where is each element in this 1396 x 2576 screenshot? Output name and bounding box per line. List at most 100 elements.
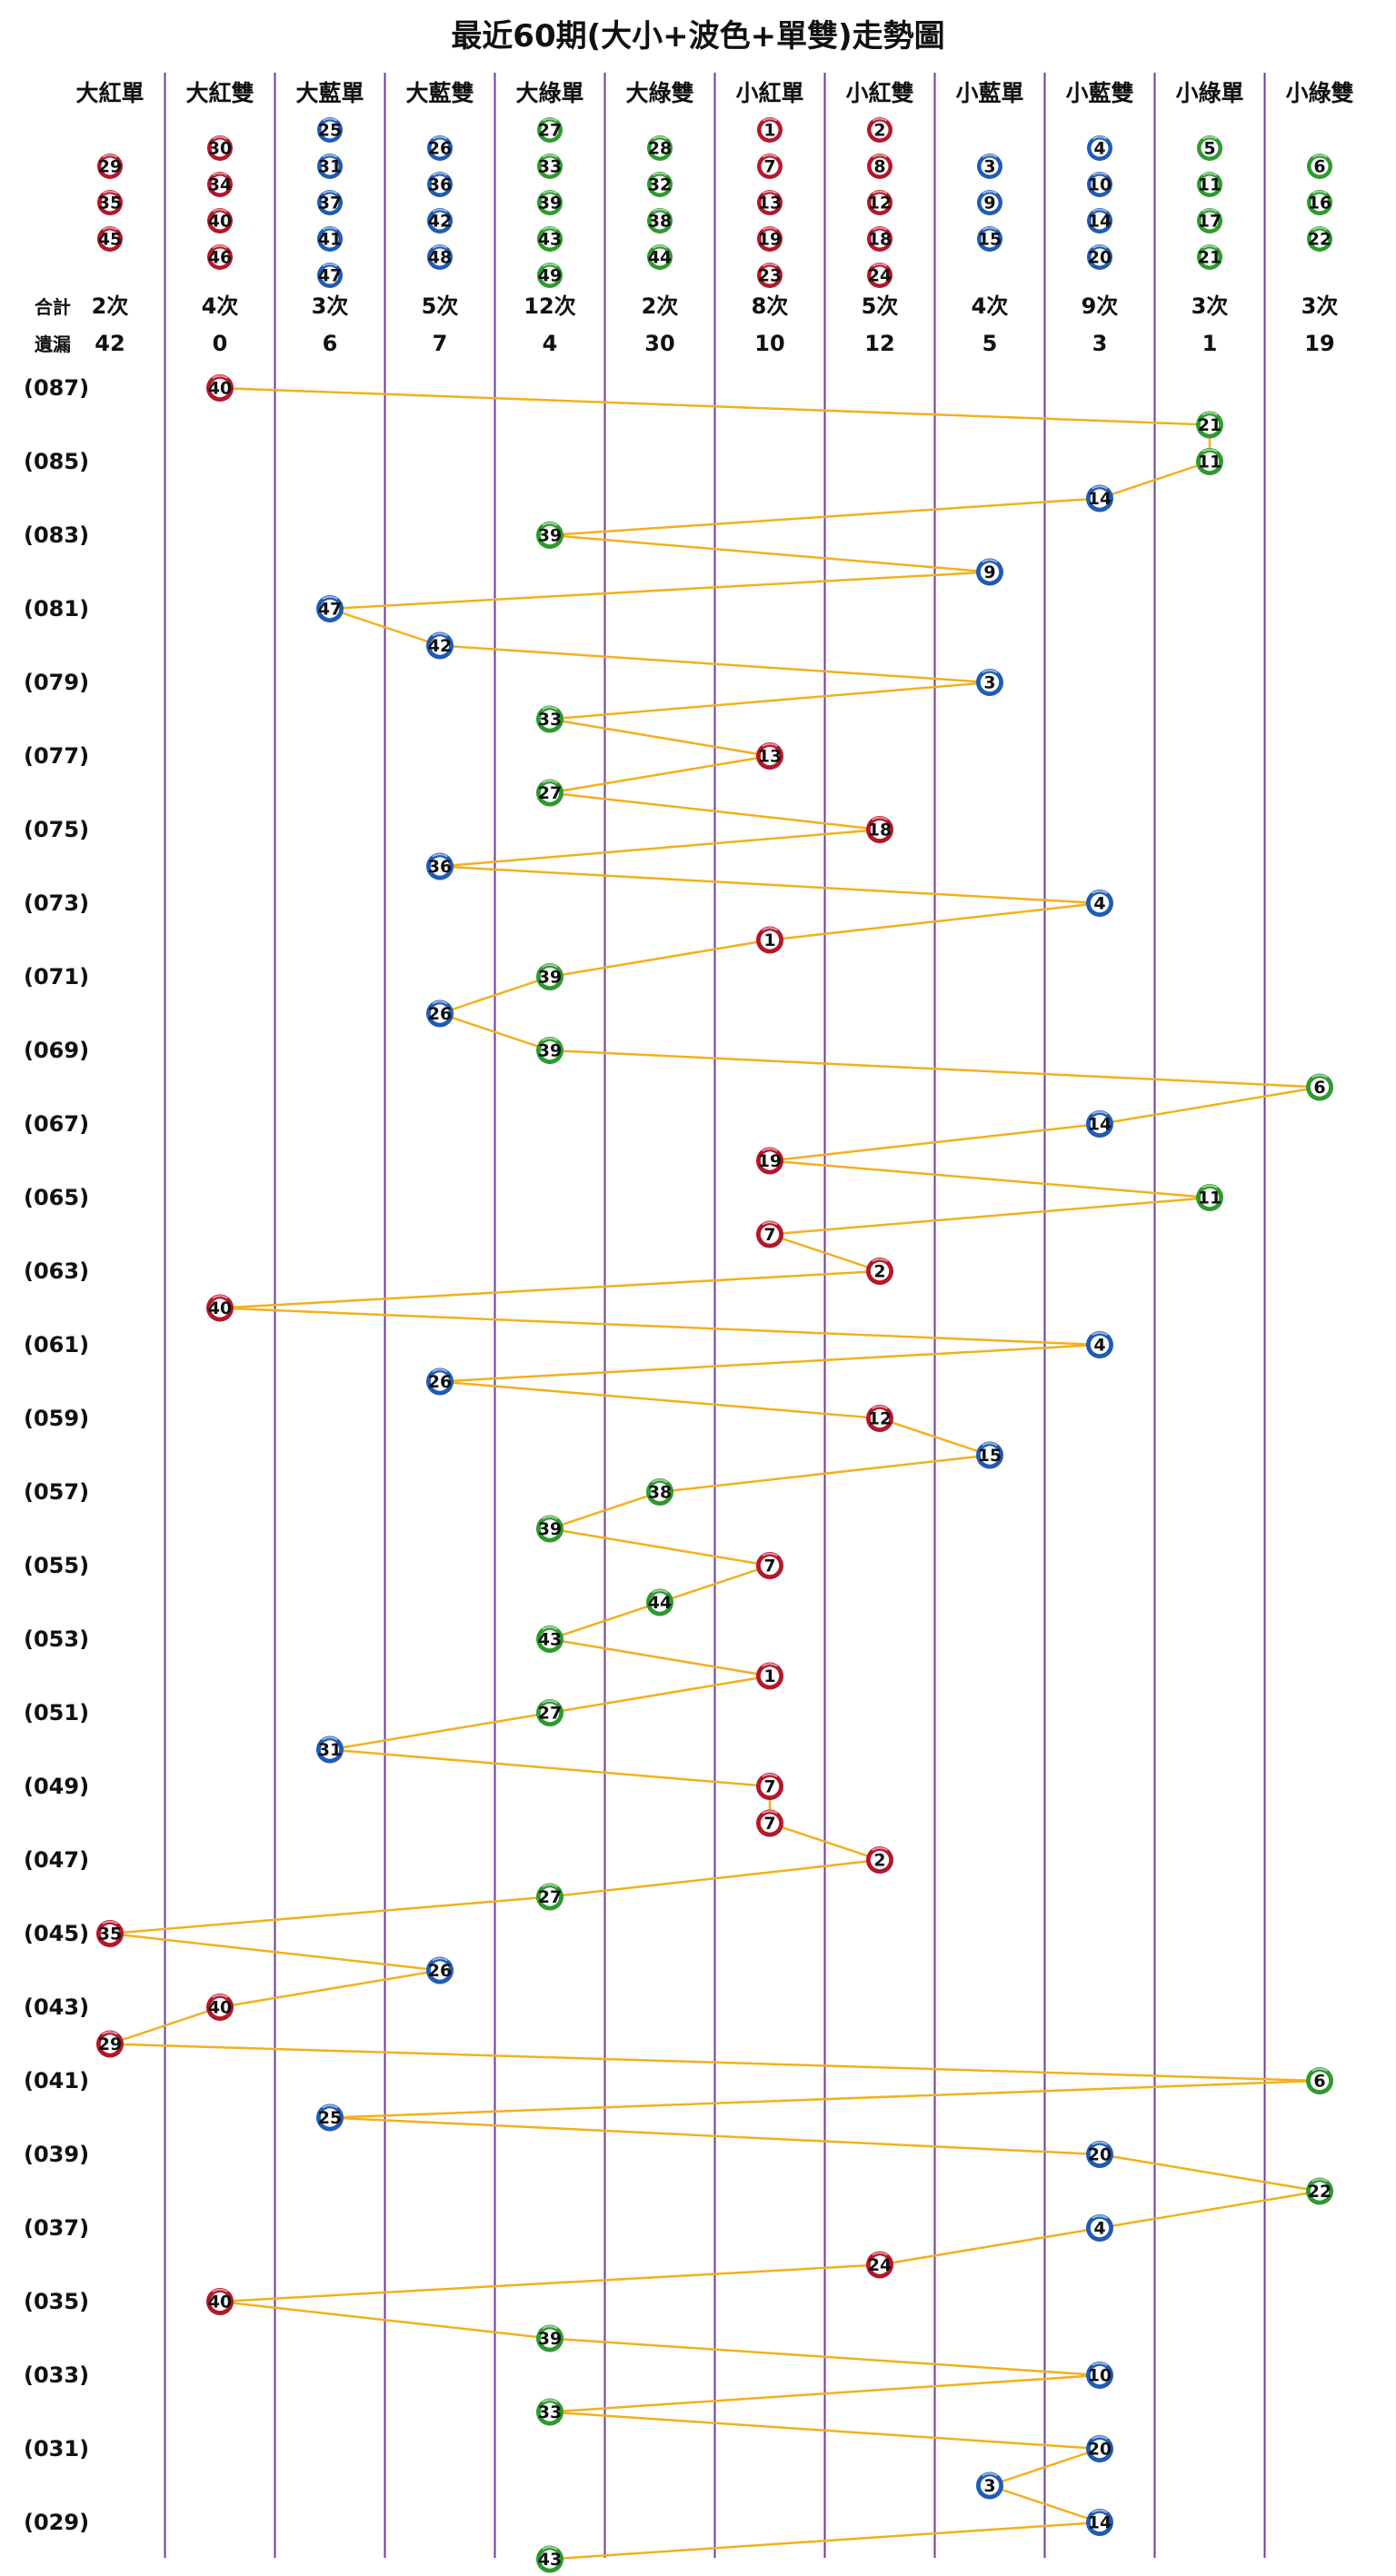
ball-shine <box>212 1994 228 1999</box>
ball-number: 45 <box>98 230 122 250</box>
draw-ball: 2 <box>866 1258 893 1285</box>
ball-face <box>651 248 669 266</box>
member-ball: 7 <box>757 154 783 179</box>
member-ball: 18 <box>867 226 892 252</box>
ball-number: 38 <box>648 212 672 232</box>
draw-ball: 44 <box>646 1588 673 1616</box>
ball-shine <box>542 154 558 158</box>
period-label: (029) <box>24 2510 89 2535</box>
ball-face <box>1201 212 1219 230</box>
draw-ball: 27 <box>536 1699 563 1726</box>
period-label: (069) <box>24 1038 89 1063</box>
ball-shine <box>542 1626 558 1631</box>
ball-shine <box>1202 412 1218 416</box>
ball-face <box>1200 415 1220 434</box>
ball-face <box>1311 194 1329 212</box>
ball-number: 35 <box>98 1925 122 1944</box>
ball-number: 35 <box>98 194 122 214</box>
member-ball: 49 <box>537 263 563 288</box>
ball-shine <box>982 190 998 194</box>
draw-ball: 11 <box>1196 448 1223 475</box>
column-total: 3次 <box>1192 293 1229 319</box>
ball-face <box>761 266 779 284</box>
ball-face <box>1201 175 1219 194</box>
ball-number: 17 <box>1198 212 1222 232</box>
draw-ball: 40 <box>206 2288 234 2315</box>
member-ball: 1 <box>757 117 783 143</box>
member-ball: 47 <box>317 263 343 288</box>
ball-face <box>211 248 229 266</box>
ball-face <box>760 1556 780 1576</box>
ball-face <box>981 230 999 248</box>
missing-label: 遺漏 <box>35 333 71 355</box>
ball-face <box>321 157 339 175</box>
draw-ball: 20 <box>1086 2435 1113 2462</box>
ball-number: 33 <box>538 157 562 177</box>
ball-number: 2 <box>873 121 885 141</box>
ball-number: 40 <box>208 379 232 399</box>
ball-face <box>210 1298 230 1318</box>
ball-shine <box>322 226 338 231</box>
ball-number: 20 <box>1088 2145 1112 2165</box>
ball-number: 22 <box>1308 230 1331 250</box>
period-label: (059) <box>24 1406 89 1431</box>
ball-face <box>321 194 339 212</box>
ball-shine <box>542 1516 558 1520</box>
ball-face <box>871 266 889 284</box>
draw-ball: 10 <box>1086 2362 1113 2389</box>
member-ball: 45 <box>97 226 123 252</box>
column-total: 9次 <box>1082 293 1119 319</box>
ball-face <box>760 1814 780 1833</box>
member-ball: 33 <box>537 154 563 179</box>
ball-shine <box>542 963 558 969</box>
ball-number: 27 <box>538 121 562 141</box>
ball-shine <box>432 1000 448 1005</box>
column-missing: 19 <box>1304 331 1334 356</box>
ball-face <box>1310 2182 1330 2201</box>
ball-face <box>871 157 889 175</box>
ball-shine <box>102 190 118 194</box>
ball-number: 26 <box>428 1372 452 1392</box>
ball-face <box>431 248 449 266</box>
ball-face <box>320 1740 340 1759</box>
draw-ball: 25 <box>316 2104 344 2132</box>
ball-face <box>980 672 1000 692</box>
member-ball: 10 <box>1087 172 1112 197</box>
ball-number: 9 <box>983 562 995 582</box>
member-ball: 30 <box>207 135 233 161</box>
ball-number: 15 <box>978 1446 1002 1466</box>
ball-shine <box>762 927 778 931</box>
ball-face <box>1090 2144 1110 2164</box>
ball-shine <box>1311 2178 1328 2183</box>
ball-shine <box>762 1221 778 1226</box>
column-total: 4次 <box>972 293 1009 319</box>
chart-title: 最近60期(大小+波色+單雙)走勢圖 <box>451 18 945 55</box>
draw-ball: 2 <box>866 1846 893 1874</box>
member-ball: 31 <box>317 154 343 179</box>
member-ball: 40 <box>207 208 233 234</box>
ball-number: 6 <box>1313 1078 1325 1098</box>
ball-shine <box>762 117 778 122</box>
ball-number: 12 <box>868 1409 892 1429</box>
column-header: 大綠雙 <box>625 80 693 106</box>
ball-face <box>1310 1078 1330 1097</box>
ball-face <box>430 857 450 876</box>
ball-face <box>430 636 450 655</box>
ball-number: 32 <box>648 175 672 195</box>
ball-number: 29 <box>98 157 122 177</box>
ball-face <box>211 175 229 194</box>
member-ball: 21 <box>1197 244 1222 270</box>
ball-face <box>430 1004 450 1023</box>
ball-shine <box>762 190 778 194</box>
ball-face <box>1200 452 1220 472</box>
ball-shine <box>762 1552 778 1557</box>
ball-shine <box>542 1699 558 1705</box>
period-label: (085) <box>24 449 89 474</box>
ball-face <box>1091 248 1109 266</box>
ball-shine <box>542 1884 558 1888</box>
ball-shine <box>982 1442 998 1447</box>
ball-face <box>210 1997 230 2017</box>
period-labels: (087) (085) (083) (081) (079) (077) (075) (073)… <box>24 375 89 2535</box>
member-ball: 14 <box>1087 208 1112 234</box>
member-ball: 48 <box>427 244 453 270</box>
